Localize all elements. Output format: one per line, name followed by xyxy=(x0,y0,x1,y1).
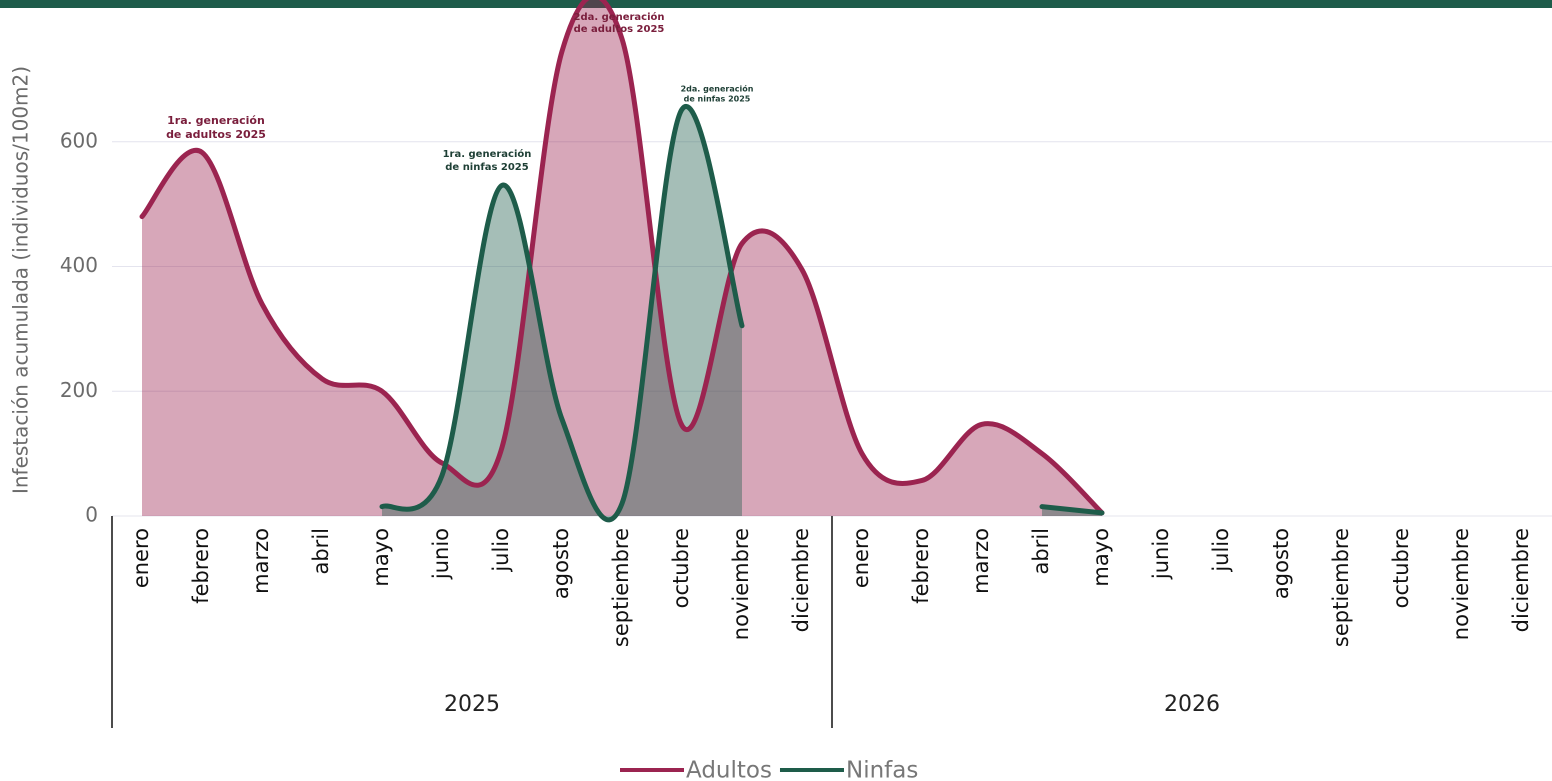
x-group-label: 2026 xyxy=(1164,692,1220,717)
x-tick-label: diciembre xyxy=(789,528,813,632)
annotation-line: de ninfas 2025 xyxy=(445,162,528,173)
x-tick-label: febrero xyxy=(189,528,213,604)
x-tick-label: mayo xyxy=(1089,528,1113,587)
top-bar xyxy=(0,0,1552,8)
x-tick-label: mayo xyxy=(369,528,393,587)
x-tick-label: agosto xyxy=(1269,528,1293,599)
x-tick-label: marzo xyxy=(249,528,273,594)
area xyxy=(142,0,1102,516)
x-tick-label: agosto xyxy=(549,528,573,599)
x-tick-label: octubre xyxy=(669,528,693,608)
x-tick-label: diciembre xyxy=(1509,528,1533,632)
x-tick-label: enero xyxy=(129,528,153,588)
annotation-line: 2da. generación xyxy=(681,84,754,94)
x-group-label: 2025 xyxy=(444,692,500,717)
annotation-line: de ninfas 2025 xyxy=(684,95,751,104)
x-tick-label: octubre xyxy=(1389,528,1413,608)
x-tick-label: julio xyxy=(1209,528,1233,573)
x-tick-label: abril xyxy=(1029,528,1053,575)
x-tick-label: marzo xyxy=(969,528,993,594)
line xyxy=(379,103,745,523)
x-tick-label: junio xyxy=(1149,528,1173,580)
x-tick-label: septiembre xyxy=(609,528,633,647)
y-tick-label: 400 xyxy=(60,253,98,277)
annotation-line: 2da. generación xyxy=(573,11,664,23)
legend-label: Ninfas xyxy=(846,758,918,781)
y-tick-label: 0 xyxy=(85,503,98,527)
y-tick-label: 200 xyxy=(60,378,98,402)
x-tick-label: noviembre xyxy=(729,528,753,640)
line xyxy=(139,0,1105,516)
annotation-line: 1ra. generación xyxy=(167,114,265,127)
x-tick-label: junio xyxy=(429,528,453,580)
x-tick-label: noviembre xyxy=(1449,528,1473,640)
x-tick-label: abril xyxy=(309,528,333,575)
line xyxy=(1039,504,1105,516)
area xyxy=(382,106,742,520)
x-tick-label: julio xyxy=(489,528,513,573)
annotation-line: 1ra. generación xyxy=(443,148,532,160)
x-tick-label: enero xyxy=(849,528,873,588)
annotation: 1ra. generación de adultos 2025 1ra. gen… xyxy=(166,11,754,173)
y-axis-label: Infestación acumulada (individuos/100m2) xyxy=(9,66,33,494)
x-tick-label: septiembre xyxy=(1329,528,1353,647)
legend-label: Adultos xyxy=(686,758,772,781)
x-tick-label: febrero xyxy=(909,528,933,604)
annotation-line: de adultos 2025 xyxy=(166,128,266,141)
annotation-line: de adultos 2025 xyxy=(574,24,665,35)
y-tick-label: 600 xyxy=(60,128,98,152)
